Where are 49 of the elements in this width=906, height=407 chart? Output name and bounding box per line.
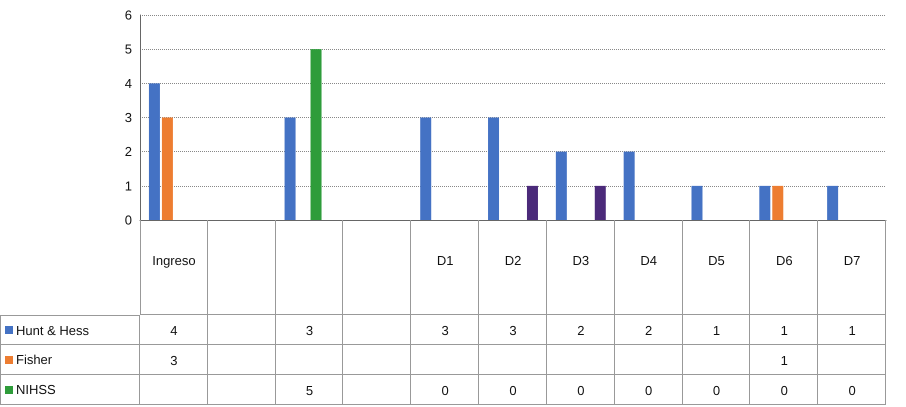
bar [526,186,538,220]
y-tick-label: 2 [124,144,132,160]
bar [759,186,770,220]
x-tick-label: D2 [504,253,522,268]
data-label: 0 [411,375,480,405]
bar [594,186,606,220]
x-tick-label: D7 [844,253,860,268]
bar [284,118,296,220]
data-label: 1 [682,315,750,345]
bar [772,186,784,220]
x-tick-label: D6 [776,253,793,268]
y-tick-label: 3 [124,110,132,125]
y-tick-label: 4 [124,76,132,91]
data-label: 3 [276,315,344,345]
bar [691,186,702,220]
data-label: 2 [614,315,683,345]
x-tick-label: D4 [640,253,657,268]
x-tick-label: D3 [572,253,590,268]
x-tick-label: Ingreso [152,253,196,268]
bar [624,152,635,220]
data-label: 5 [276,375,344,405]
bar [162,118,173,220]
bar [556,152,567,220]
y-tick-label: 6 [124,8,132,22]
bar [827,186,838,220]
data-label: 1 [750,345,818,375]
data-label: 0 [682,375,750,405]
legend-label: Fisher [16,352,52,367]
x-tick-label: D5 [708,253,725,268]
legend-label: NIHSS [16,382,56,397]
data-label: 3 [411,315,480,345]
bar [148,83,160,220]
data-label: 1 [818,315,886,345]
data-label: 0 [479,375,547,405]
data-label: 0 [750,375,818,405]
bar [420,118,432,220]
y-tick-label: 5 [124,42,132,57]
y-tick-label: 1 [124,178,132,194]
data-label: 0 [614,375,683,405]
data-label: 1 [750,315,818,345]
data-label: 0 [546,375,615,405]
y-tick-label: 0 [124,212,132,228]
data-label: 2 [546,315,615,345]
bar [488,118,500,220]
data-label: 0 [818,375,886,405]
data-label: 3 [479,315,547,345]
x-tick-label: D1 [436,253,454,268]
bar [310,49,322,220]
legend-label: Hunt & Hess [16,322,89,338]
